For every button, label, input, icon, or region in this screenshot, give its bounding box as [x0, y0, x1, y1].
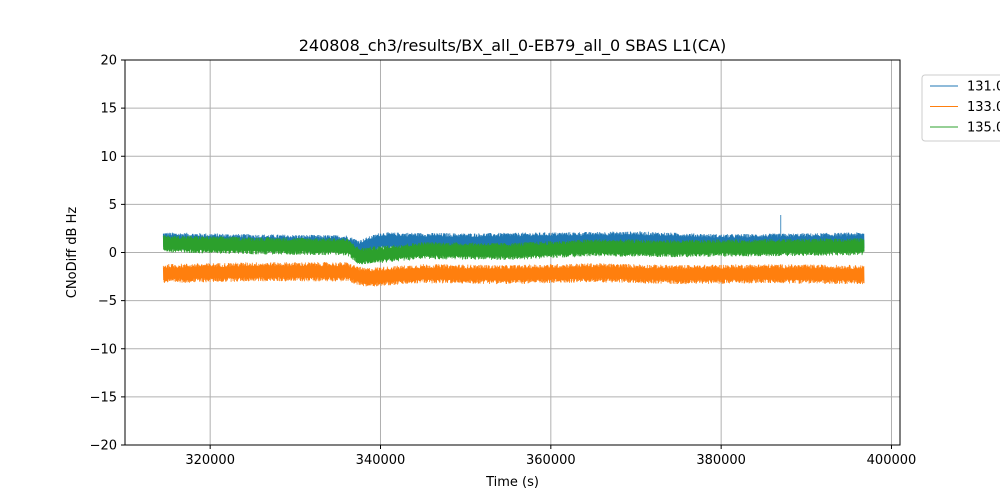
series-line-133.0 [162, 262, 865, 287]
y-tick-label: 15 [100, 102, 117, 117]
x-tick-label: 360000 [526, 453, 576, 468]
y-tick-label: 10 [100, 150, 117, 165]
legend-label: 133.0 [967, 100, 1000, 115]
y-tick-label: 5 [109, 198, 117, 213]
y-tick-label: −5 [98, 294, 117, 309]
y-tick-label: −20 [90, 439, 117, 454]
y-tick-label: 20 [100, 54, 117, 69]
data-layer [162, 214, 865, 287]
legend-box [921, 74, 1000, 142]
chart-title: 240808_ch3/results/BX_all_0-EB79_all_0 S… [299, 36, 727, 56]
legend-label: 135.0 [967, 121, 1000, 136]
y-tick-label: −10 [90, 342, 117, 357]
legend-label: 131.0 [967, 80, 1000, 95]
x-tick-label: 320000 [185, 453, 235, 468]
y-tick-label: −15 [90, 390, 117, 405]
x-tick-label: 380000 [696, 453, 746, 468]
series-line-135.0 [162, 235, 865, 265]
x-axis-label: Time (s) [485, 475, 539, 490]
legend: 131.0 133.0 135.0 [921, 74, 1000, 142]
tick-layer: 320000 340000 360000 380000 400000 −20 −15 −10 −… [90, 54, 917, 469]
x-tick-label: 340000 [356, 453, 406, 468]
y-axis-label: CNoDiff dB Hz [65, 207, 80, 299]
x-tick-label: 400000 [867, 453, 917, 468]
y-tick-label: 0 [109, 246, 117, 261]
